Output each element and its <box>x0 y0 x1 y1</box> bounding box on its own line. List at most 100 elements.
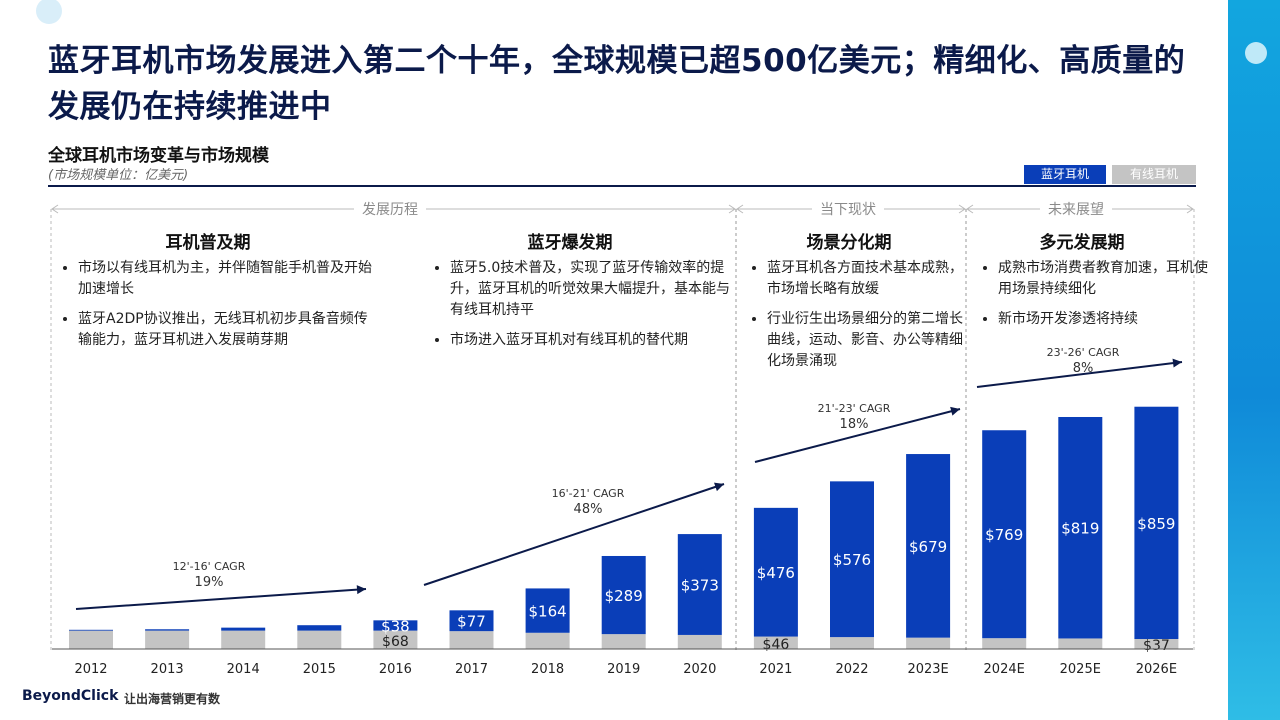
phase-1-bullets: 市场以有线耳机为主，并伴随智能手机普及开始加速增长 蓝牙A2DP协议推出，无线耳… <box>60 258 378 360</box>
chart-subtitle: 全球耳机市场变革与市场规模 <box>48 146 269 166</box>
x-tick-label: 2026E <box>1136 662 1177 677</box>
x-tick-label: 2016 <box>379 662 412 677</box>
bar-wired <box>601 634 646 649</box>
cagr-period-label: 16'-21' CAGR <box>552 487 625 500</box>
section-label-future: 未来展望 <box>1040 199 1112 219</box>
bar-bluetooth <box>297 625 342 631</box>
bar-bluetooth <box>677 534 722 635</box>
unit-note: (市场规模单位：亿美元) <box>48 168 189 183</box>
phase-2-bullets: 蓝牙5.0技术普及，实现了蓝牙传输效率的提升，蓝牙耳机的听觉效果大幅提升，基本能… <box>432 258 730 360</box>
x-tick-label: 2018 <box>531 662 564 677</box>
bar-bluetooth <box>1058 416 1103 639</box>
x-tick-label: 2012 <box>74 662 107 677</box>
data-label-bluetooth: $819 <box>1061 520 1099 538</box>
cagr-arrowhead <box>714 482 724 492</box>
bar-wired <box>525 632 570 649</box>
bullet-item: 蓝牙A2DP协议推出，无线耳机初步具备音频传输能力，蓝牙耳机进入发展萌芽期 <box>78 309 378 351</box>
data-label-bluetooth: $77 <box>457 613 486 631</box>
x-tick-label: 2024E <box>984 662 1025 677</box>
footer-logo: BeyondClick <box>22 688 119 704</box>
bar-bluetooth <box>145 629 190 631</box>
bar-bluetooth <box>373 620 418 631</box>
legend-wired: 有线耳机 <box>1112 165 1196 184</box>
bar-wired <box>677 634 722 649</box>
bullet-item: 蓝牙5.0技术普及，实现了蓝牙传输效率的提升，蓝牙耳机的听觉效果大幅提升，基本能… <box>450 258 730 321</box>
cagr-arrowhead <box>950 406 960 416</box>
cagr-period-label: 23'-26' CAGR <box>1047 346 1120 359</box>
x-tick-label: 2014 <box>227 662 260 677</box>
data-label-wired: $37 <box>1143 638 1170 654</box>
cagr-value-label: 8% <box>1073 361 1094 376</box>
bar-wired <box>906 637 951 649</box>
decor-circle-right <box>1245 42 1267 64</box>
data-label-bluetooth: $38 <box>381 617 410 635</box>
section-arrow-right <box>958 204 966 214</box>
section-arrow-left <box>736 204 744 214</box>
page-title: 蓝牙耳机市场发展进入第二个十年，全球规模已超500亿美元；精细化、高质量的发展仍… <box>48 43 1186 125</box>
section-label-history: 发展历程 <box>354 199 426 219</box>
bullet-item: 市场进入蓝牙耳机对有线耳机的替代期 <box>450 330 730 351</box>
section-label-current: 当下现状 <box>812 199 884 219</box>
phase-title-3: 场景分化期 <box>806 233 892 253</box>
footer-tagline: 让出海营销更有数 <box>124 692 221 706</box>
x-tick-label: 2023E <box>907 662 948 677</box>
cagr-arrowhead <box>356 585 366 595</box>
accent-side-bar <box>1228 0 1280 720</box>
x-tick-label: 2019 <box>607 662 640 677</box>
section-arrow-right <box>728 204 736 214</box>
data-label-bluetooth: $679 <box>909 538 947 556</box>
bullet-item: 成熟市场消费者教育加速，耳机使用场景持续细化 <box>998 258 1210 300</box>
header-divider <box>48 185 1196 187</box>
x-tick-label: 2021 <box>759 662 792 677</box>
bar-wired <box>449 631 494 649</box>
bar-bluetooth <box>906 454 951 638</box>
data-label-bluetooth: $289 <box>605 587 643 605</box>
cagr-value-label: 18% <box>840 417 869 432</box>
bar-wired <box>1058 638 1103 649</box>
data-label-bluetooth: $859 <box>1137 515 1175 533</box>
bar-bluetooth <box>449 610 494 632</box>
section-arrow-right <box>1186 204 1194 214</box>
bar-bluetooth <box>525 588 570 633</box>
phase-title-1: 耳机普及期 <box>165 233 251 253</box>
bar-wired <box>297 630 342 649</box>
phase-title-2: 蓝牙爆发期 <box>527 233 613 253</box>
bar-bluetooth <box>69 629 113 631</box>
phase-title-4: 多元发展期 <box>1039 233 1125 253</box>
x-tick-label: 2017 <box>455 662 488 677</box>
bar-bluetooth <box>830 481 874 638</box>
legend-bluetooth: 蓝牙耳机 <box>1024 165 1106 184</box>
data-label-wired: $68 <box>382 634 409 650</box>
cagr-arrow <box>976 361 1183 388</box>
bar-wired <box>145 630 190 649</box>
x-tick-label: 2022 <box>835 662 868 677</box>
bar-bluetooth <box>221 627 266 631</box>
bar-wired <box>221 630 266 649</box>
section-arrow-left <box>51 204 59 214</box>
cagr-period-label: 12'-16' CAGR <box>173 560 246 573</box>
cagr-arrow <box>754 408 961 463</box>
bar-wired <box>69 630 113 649</box>
bar-wired <box>373 630 418 649</box>
bar-bluetooth <box>1134 406 1179 639</box>
decor-circle-top <box>36 0 62 24</box>
x-tick-label: 2013 <box>151 662 184 677</box>
cagr-arrow <box>423 483 725 586</box>
bullet-item: 蓝牙耳机各方面技术基本成熟，市场增长略有放缓 <box>767 258 973 300</box>
bullet-item: 市场以有线耳机为主，并伴随智能手机普及开始加速增长 <box>78 258 378 300</box>
x-tick-label: 2020 <box>683 662 716 677</box>
phase-4-bullets: 成熟市场消费者教育加速，耳机使用场景持续细化 新市场开发渗透将持续 <box>980 258 1210 339</box>
cagr-arrowhead <box>1172 358 1182 368</box>
cagr-value-label: 48% <box>574 502 603 517</box>
phase-3-bullets: 蓝牙耳机各方面技术基本成熟，市场增长略有放缓 行业衍生出场景细分的第二增长曲线，… <box>749 258 973 381</box>
cagr-value-label: 19% <box>195 575 224 590</box>
data-label-bluetooth: $769 <box>985 526 1023 544</box>
data-label-bluetooth: $373 <box>681 577 719 595</box>
data-label-bluetooth: $164 <box>529 603 567 621</box>
bar-bluetooth <box>601 555 646 635</box>
bullet-item: 行业衍生出场景细分的第二增长曲线，运动、影音、办公等精细化场景涌现 <box>767 309 973 372</box>
data-label-bluetooth: $476 <box>757 564 795 582</box>
data-label-wired: $46 <box>763 637 790 653</box>
bar-wired <box>982 638 1027 649</box>
